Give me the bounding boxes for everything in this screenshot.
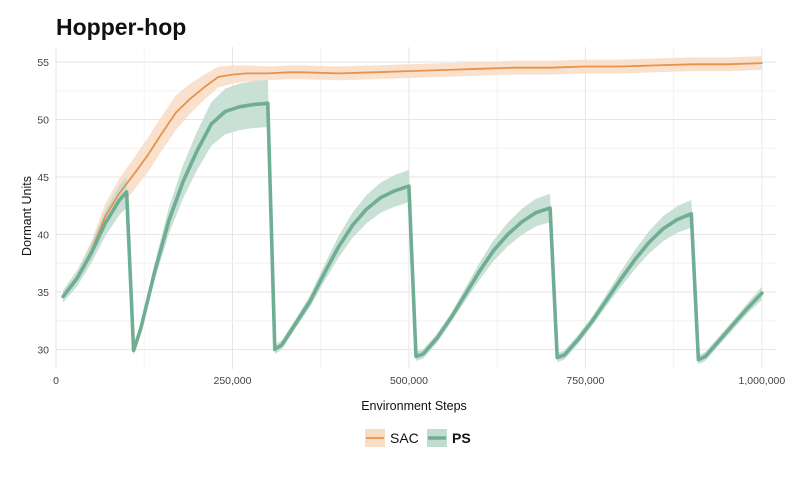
x-tick-label: 750,000	[566, 375, 604, 387]
y-tick-label: 45	[37, 172, 49, 184]
x-axis-label: Environment Steps	[361, 399, 467, 413]
x-tick-label: 1,000,000	[739, 375, 786, 387]
y-tick-label: 40	[37, 229, 49, 241]
x-tick-label: 500,000	[390, 375, 428, 387]
series-lines	[61, 62, 764, 362]
line-sac	[62, 62, 763, 298]
y-axis-label: Dormant Units	[20, 176, 34, 256]
tick-labels: 0 250,000 500,000 750,000 1,000,000 30 35 40 45 5…	[37, 57, 785, 387]
legend-label-sac: SAC	[390, 430, 419, 446]
line-ps	[61, 101, 764, 362]
chart-title: Hopper-hop	[56, 14, 187, 40]
y-tick-label: 50	[37, 114, 49, 126]
x-tick-label: 0	[53, 375, 59, 387]
y-tick-label: 35	[37, 287, 49, 299]
y-tick-label: 30	[37, 344, 49, 356]
x-tick-label: 250,000	[213, 375, 251, 387]
legend-label-ps: PS	[452, 430, 471, 446]
confidence-bands	[63, 56, 762, 365]
legend: SAC PS	[365, 429, 471, 447]
y-tick-label: 55	[37, 57, 49, 69]
